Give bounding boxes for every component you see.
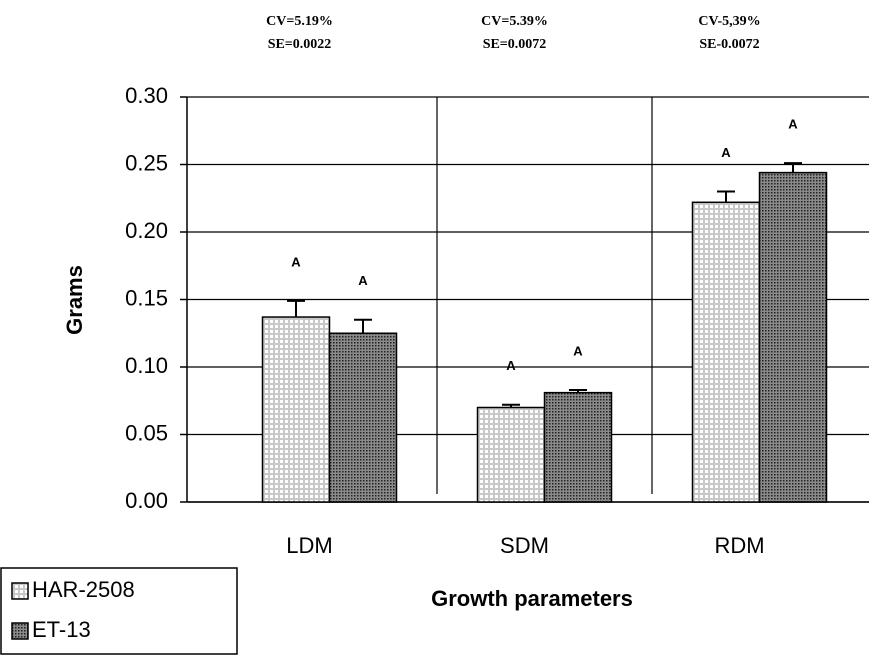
- significance-letter: A: [506, 358, 516, 373]
- bar: [758, 171, 828, 503]
- bar: [543, 391, 613, 503]
- y-tick-label: 0.30: [125, 83, 168, 108]
- legend-label: ET-13: [32, 617, 91, 642]
- legend-box: [0, 567, 238, 655]
- significance-letter: A: [291, 254, 301, 269]
- significance-letter: A: [721, 145, 731, 160]
- x-tick-label: RDM: [714, 533, 764, 558]
- stat-label: CV-5,39%: [698, 14, 760, 29]
- legend-label: HAR-2508: [32, 577, 135, 602]
- bar: [476, 406, 546, 503]
- stat-label: SE=0.0022: [268, 37, 332, 52]
- bar: [328, 332, 398, 503]
- error-bar: [569, 388, 587, 393]
- stat-label: SE=0.0072: [483, 37, 547, 52]
- y-tick-label: 0.15: [125, 285, 168, 310]
- bar: [691, 201, 761, 503]
- x-axis-label: Growth parameters: [431, 586, 633, 611]
- significance-letter: A: [573, 343, 583, 358]
- stat-label: CV=5.39%: [481, 14, 548, 29]
- y-tick-label: 0.25: [125, 150, 168, 175]
- stat-label: CV=5.19%: [266, 14, 333, 29]
- significance-letter: A: [788, 117, 798, 132]
- y-axis-label: Grams: [62, 265, 87, 335]
- error-bar: [287, 299, 305, 318]
- x-tick-label: LDM: [286, 533, 332, 558]
- y-tick-label: 0.20: [125, 218, 168, 243]
- legend-swatch: [11, 582, 29, 600]
- error-bar: [784, 162, 802, 173]
- x-tick-label: SDM: [500, 533, 549, 558]
- bar: [261, 316, 331, 503]
- y-tick-label: 0.10: [125, 353, 168, 378]
- y-tick-label: 0.05: [125, 420, 168, 445]
- stat-label: SE-0.0072: [699, 37, 759, 52]
- y-tick-label: 0.00: [125, 488, 168, 513]
- legend-swatch: [11, 622, 29, 640]
- error-bar: [354, 318, 372, 334]
- error-bar: [717, 190, 735, 203]
- significance-letter: A: [358, 273, 368, 288]
- error-bar: [502, 403, 520, 408]
